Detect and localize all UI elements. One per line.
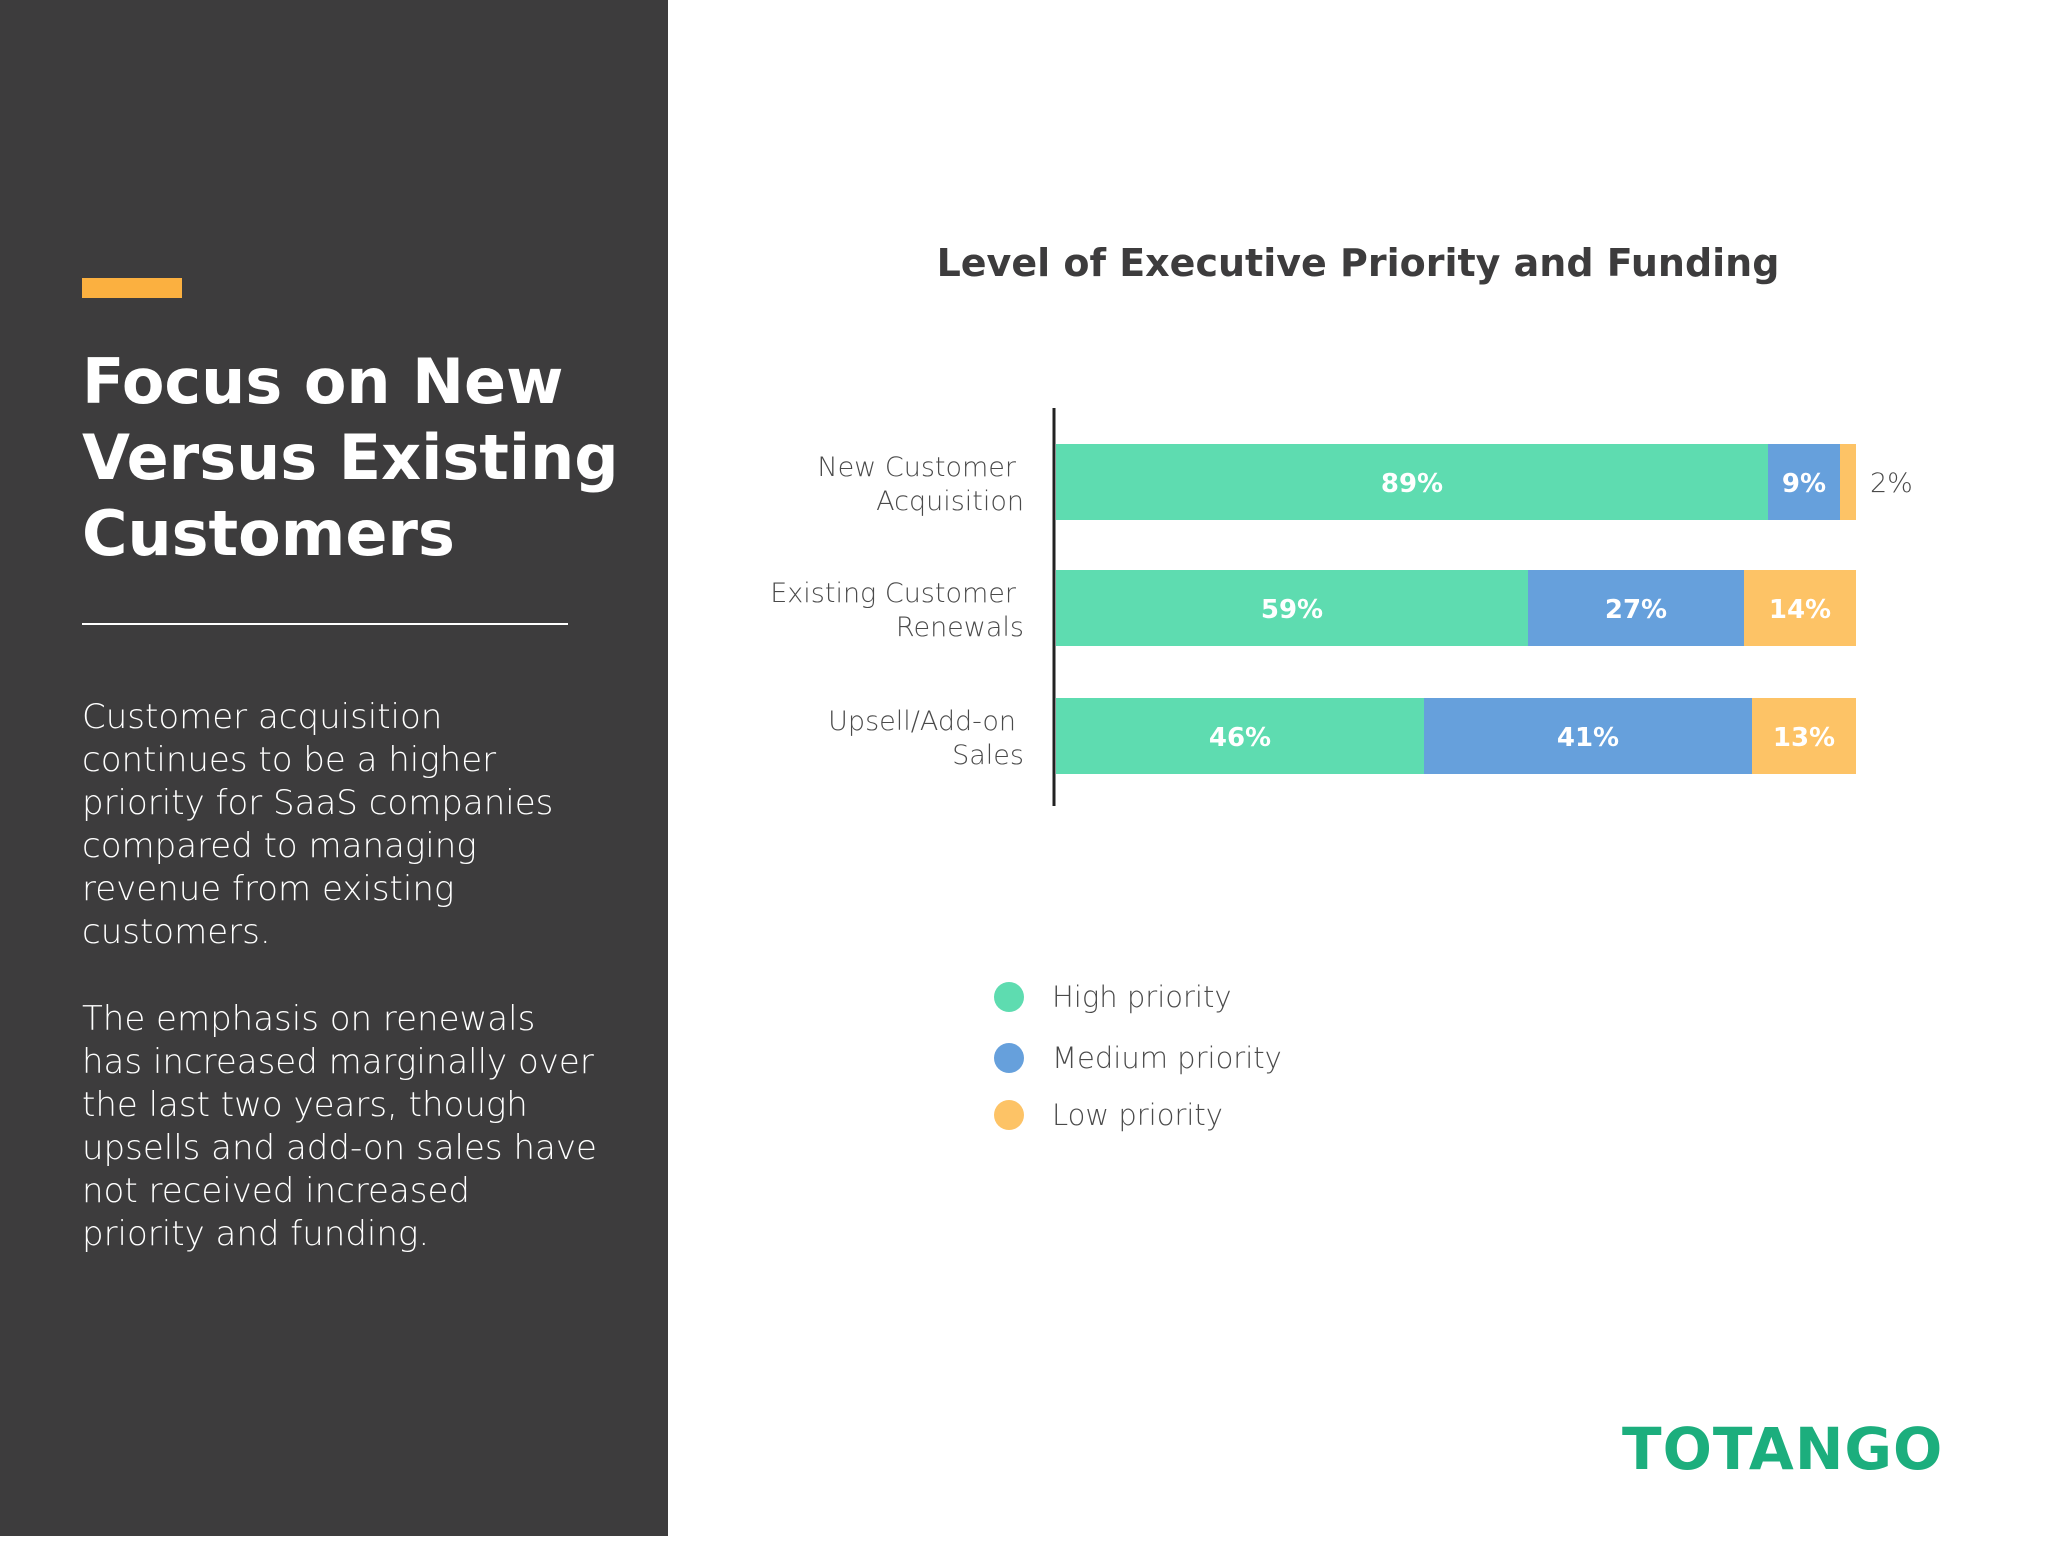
stacked-bar-chart: New Customer Acquisition 89% 9% 2% Existing C… (770, 408, 1913, 806)
bar-segment-low (1744, 570, 1856, 646)
legend-label-low: Low priority (1052, 1098, 1223, 1132)
legend-item-low: Low priority (994, 1098, 1223, 1132)
legend-item-medium: Medium priority (994, 1041, 1282, 1075)
body-paragraph-1: Customer acquisition continues to be a h… (82, 697, 554, 952)
bar-segment-high (1056, 570, 1528, 646)
chart-area: New Customer Acquisition 89% 9% 2% Existing C… (668, 0, 2048, 1536)
sidebar-panel: Focus on New Versus Existing Customers C… (0, 0, 668, 1536)
category-label-line: Existing Customer (770, 578, 1017, 609)
legend-swatch-medium (994, 1043, 1024, 1073)
category-label: Existing Customer Renewals (770, 578, 1024, 643)
data-label-high: 46% (1209, 723, 1271, 753)
data-label-low: 14% (1769, 595, 1831, 625)
legend-swatch-low (994, 1100, 1024, 1130)
bar-segment-medium (1424, 698, 1752, 774)
bar-segment-low (1840, 444, 1856, 520)
body-paragraph-2: The emphasis on renewals has increased m… (82, 999, 597, 1254)
totango-logo: TOTANGO (1622, 1415, 1944, 1483)
slide-title: Focus on New Versus Existing Customers (82, 345, 619, 570)
legend-label-medium: Medium priority (1052, 1041, 1282, 1075)
accent-bar (82, 278, 182, 298)
category-label-line: Upsell/Add-on (828, 706, 1016, 737)
bar-segment-medium (1528, 570, 1744, 646)
legend-label-high: High priority (1052, 980, 1232, 1014)
bar-segment-high (1056, 444, 1768, 520)
category-label-line: Acquisition (876, 486, 1024, 517)
category-label-line: Renewals (896, 612, 1024, 643)
chart-title: Level of Executive Priority and Funding (936, 241, 1780, 285)
category-label-line: New Customer (817, 452, 1017, 483)
bar-segment-low (1752, 698, 1856, 774)
title-divider (82, 623, 568, 625)
legend-swatch-high (994, 982, 1024, 1012)
data-label-high: 59% (1261, 595, 1323, 625)
data-label-high: 89% (1381, 469, 1443, 499)
bar-segment-medium (1768, 444, 1840, 520)
data-label-medium: 9% (1782, 469, 1826, 499)
data-label-low: 2% (1870, 468, 1913, 499)
category-label: Upsell/Add-on Sales (828, 706, 1024, 771)
category-label-line: Sales (952, 740, 1024, 771)
data-label-low: 13% (1773, 723, 1835, 753)
legend-item-high: High priority (994, 980, 1232, 1014)
data-label-medium: 41% (1557, 723, 1619, 753)
bar-segment-high (1056, 698, 1424, 774)
data-label-medium: 27% (1605, 595, 1667, 625)
category-label: New Customer Acquisition (817, 452, 1024, 517)
